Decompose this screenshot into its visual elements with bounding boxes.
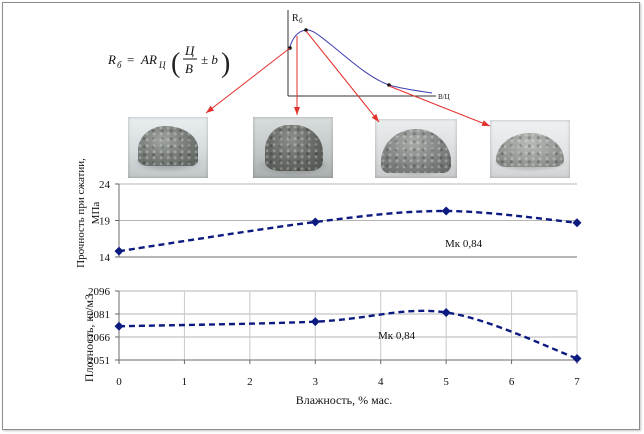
density-series-label: Мк 0,84 (378, 330, 416, 342)
sample-photo-1 (128, 117, 208, 178)
y-tick-label: 2066 (88, 332, 111, 344)
sample-mound (265, 125, 323, 171)
chart-1-plot: 14 19 24 (99, 179, 582, 264)
arrow-to-photo-4 (388, 85, 491, 127)
inset-diagram: R б В/Ц (287, 10, 450, 101)
data-point (310, 317, 320, 327)
chart-2-plot: 2051 2066 2081 2096 0 1 2 3 4 5 6 7 (88, 286, 582, 388)
charts: 14 19 24 2051 2066 2081 2096 0 1 2 3 4 5 6 7 (88, 179, 582, 388)
x-tick-label: 2 (247, 376, 253, 388)
inset-point (304, 28, 308, 32)
strength-series-label: Мк 0,84 (445, 238, 483, 250)
series-line (118, 209, 578, 253)
data-point (572, 353, 582, 363)
data-point (441, 206, 451, 216)
y-tick-label: 14 (99, 252, 111, 264)
arrow-to-photo-3 (305, 30, 380, 123)
formula-equals: = (127, 52, 134, 67)
data-point (572, 218, 582, 228)
formula-right-paren: ) (221, 48, 230, 79)
strength-y-axis-label-line-2: МПа (90, 202, 102, 225)
y-tick-label: 2081 (88, 309, 110, 321)
y-tick-label: 24 (99, 179, 111, 191)
arrow-to-photo-1 (205, 47, 291, 114)
x-tick-label: 4 (378, 376, 384, 388)
density-y-axis-label: Плотность, кг/м3 (82, 294, 96, 382)
formula-rhs: AR (140, 52, 157, 67)
x-tick-label: 1 (182, 376, 188, 388)
inset-y-label: R (292, 13, 299, 24)
formula-rhs-subscript: Ц (158, 60, 166, 70)
x-tick-label: 6 (509, 376, 515, 388)
formula-lhs-subscript: б (117, 60, 122, 70)
series-line (118, 309, 578, 360)
sample-photo-3 (375, 119, 457, 178)
formula-left-paren: ( (171, 48, 180, 79)
formula: R б = AR Ц ( Ц В ± b ) (107, 43, 230, 79)
strength-y-axis-label-line-1: Прочность при сжатии, (75, 158, 87, 268)
data-point (310, 217, 320, 227)
x-tick-label: 0 (116, 376, 122, 388)
inset-x-label: В/Ц (438, 93, 450, 101)
inset-curve (288, 29, 433, 94)
data-point (114, 321, 124, 331)
formula-numerator: Ц (184, 43, 195, 58)
data-point (441, 307, 451, 317)
x-tick-label: 7 (574, 376, 580, 388)
data-point (114, 246, 124, 256)
x-axis-label: Влажность, % мас. (296, 393, 393, 407)
pointer-arrows (205, 30, 491, 127)
y-tick-label: 2096 (88, 286, 111, 298)
formula-lhs: R (107, 52, 116, 67)
figure-frame (2, 2, 640, 430)
x-tick-label: 5 (443, 376, 449, 388)
inset-y-label-subscript: б (299, 17, 303, 25)
y-tick-label: 2051 (88, 355, 110, 367)
x-tick-label: 3 (313, 376, 319, 388)
formula-denominator: В (185, 61, 193, 76)
sample-photo-2 (253, 117, 333, 178)
y-tick-label: 19 (99, 216, 111, 228)
formula-tail: ± b (201, 52, 218, 67)
sample-photo-4 (490, 120, 570, 178)
sample-mound (138, 126, 198, 166)
